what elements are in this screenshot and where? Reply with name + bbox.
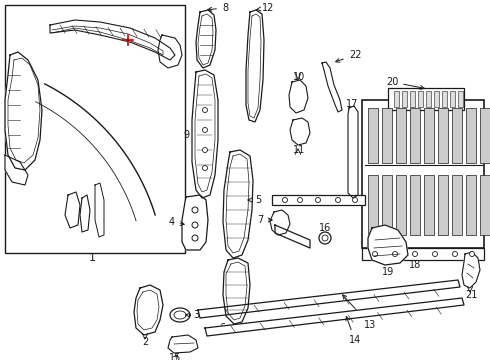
Bar [424,175,434,235]
Polygon shape [50,20,175,60]
Bar [426,91,431,107]
Bar [272,195,365,205]
Text: 11: 11 [293,145,305,155]
Polygon shape [270,210,290,235]
Polygon shape [198,280,460,318]
Bar [394,91,399,107]
Polygon shape [246,10,264,122]
Bar [466,108,476,163]
Bar [368,108,378,163]
Bar [396,108,406,163]
Text: 10: 10 [293,72,305,82]
Bar [438,108,448,163]
Text: 9: 9 [183,130,189,140]
Text: 12: 12 [256,3,274,13]
Bar [382,175,392,235]
Bar [362,248,484,260]
Bar [434,91,439,107]
Bar [5,5,185,253]
Bar [362,100,484,248]
Circle shape [283,198,288,202]
Polygon shape [223,258,250,324]
Circle shape [469,252,474,256]
Text: 14: 14 [346,317,361,345]
Bar [382,108,392,163]
Polygon shape [289,80,308,113]
Text: 15: 15 [169,353,181,360]
Text: 13: 13 [343,295,376,330]
Bar [466,175,476,235]
Circle shape [202,166,207,171]
Circle shape [433,252,438,256]
Circle shape [202,148,207,153]
Text: 5: 5 [248,195,261,205]
Circle shape [322,235,328,241]
Polygon shape [5,52,42,170]
Circle shape [352,198,358,202]
Bar [402,91,407,107]
Circle shape [297,198,302,202]
Text: 20: 20 [386,77,424,89]
Text: 18: 18 [409,260,421,270]
Text: 8: 8 [208,3,228,13]
Circle shape [336,198,341,202]
Polygon shape [348,106,358,198]
Text: 16: 16 [319,223,331,233]
Bar [410,108,420,163]
Text: 17: 17 [346,99,358,109]
Text: 19: 19 [382,267,394,277]
Circle shape [192,235,198,241]
Polygon shape [275,225,310,248]
Text: 3: 3 [186,310,199,320]
Bar [418,91,423,107]
Bar [424,108,434,163]
Circle shape [319,232,331,244]
Polygon shape [158,35,182,68]
Circle shape [192,207,198,213]
Bar [480,108,490,163]
Bar [452,108,462,163]
Bar [396,175,406,235]
Circle shape [202,127,207,132]
Circle shape [413,252,417,256]
Text: 6: 6 [219,323,225,333]
Circle shape [392,252,397,256]
Bar [410,91,415,107]
Polygon shape [322,62,342,112]
Polygon shape [95,183,104,237]
Polygon shape [182,195,208,250]
Text: 21: 21 [465,290,477,300]
Circle shape [372,252,377,256]
Circle shape [192,222,198,228]
Polygon shape [134,285,163,335]
Polygon shape [5,155,28,185]
Text: 4: 4 [169,217,184,227]
Text: 22: 22 [336,50,361,62]
Text: 2: 2 [142,337,148,347]
Circle shape [452,252,458,256]
Polygon shape [196,10,216,68]
Bar [410,175,420,235]
Polygon shape [205,298,464,336]
Polygon shape [223,150,253,258]
Bar [438,175,448,235]
Bar [442,91,447,107]
Circle shape [316,198,320,202]
Bar [458,91,463,107]
Polygon shape [462,252,480,288]
Text: 1: 1 [89,253,96,263]
Text: 7: 7 [257,215,272,225]
Polygon shape [368,225,408,265]
Bar [480,175,490,235]
Polygon shape [168,335,198,353]
Bar [450,91,455,107]
Bar [388,88,464,110]
Bar [452,175,462,235]
Polygon shape [192,70,218,198]
Circle shape [202,108,207,112]
Polygon shape [80,195,90,232]
Bar [368,175,378,235]
Polygon shape [65,192,80,228]
Polygon shape [290,118,310,145]
